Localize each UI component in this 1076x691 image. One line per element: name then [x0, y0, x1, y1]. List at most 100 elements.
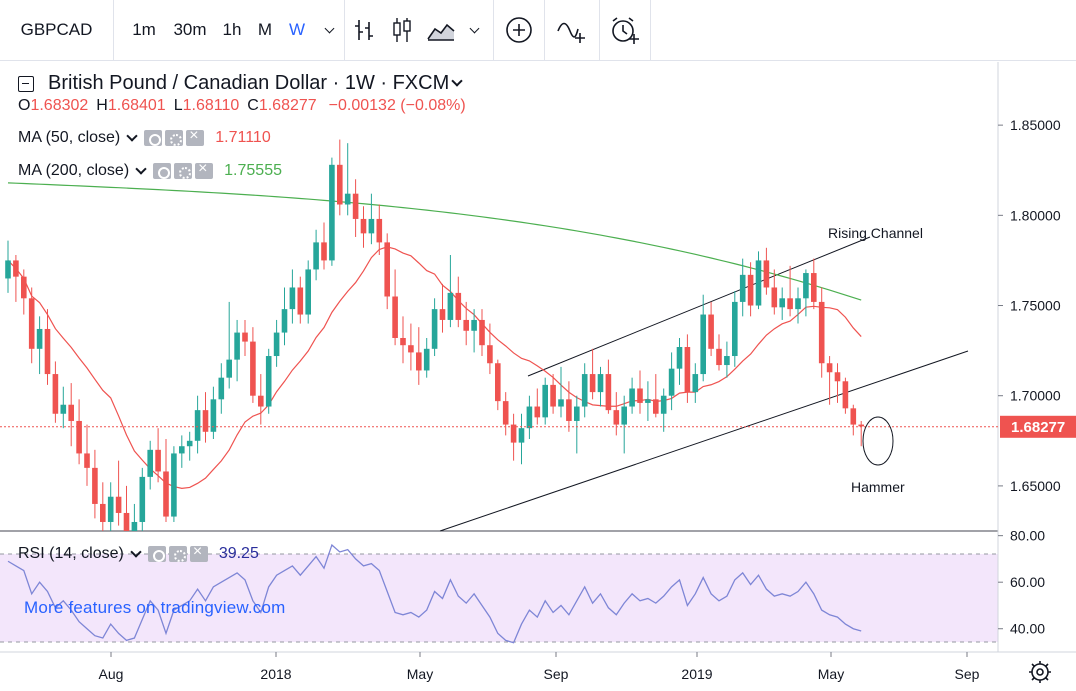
- rsi-tick-label: 80.00: [1010, 528, 1045, 544]
- candle-body: [147, 449, 153, 477]
- candle-body: [289, 287, 296, 310]
- alert-clock-icon[interactable]: [600, 0, 650, 60]
- candle-body: [226, 359, 232, 378]
- bar-type-icon[interactable]: [345, 0, 385, 60]
- candle-body: [502, 401, 509, 425]
- ma200-remove-icon[interactable]: [195, 160, 214, 179]
- candle-body: [779, 298, 785, 308]
- rsi-visibility-icon[interactable]: [147, 546, 166, 562]
- ma50-remove-icon[interactable]: [186, 127, 205, 146]
- candle: [305, 260, 311, 324]
- candle-body: [818, 301, 825, 364]
- compare-plus-icon[interactable]: [494, 0, 544, 60]
- area-icon[interactable]: [419, 0, 463, 60]
- candle: [495, 359, 501, 411]
- candle: [360, 206, 367, 248]
- candle: [439, 283, 446, 333]
- hammer-ellipse[interactable]: [862, 416, 894, 466]
- candle-body: [368, 218, 375, 234]
- candle-body: [637, 388, 643, 403]
- candle-body: [566, 399, 572, 421]
- candle-body: [123, 512, 130, 531]
- candle: [258, 374, 264, 425]
- candle-body: [100, 503, 106, 522]
- candle: [186, 431, 193, 461]
- candle-body: [771, 287, 778, 308]
- rsi-settings-icon[interactable]: [168, 546, 187, 562]
- ma50-settings-icon[interactable]: [165, 130, 184, 146]
- interval-1h[interactable]: 1h: [222, 20, 242, 39]
- candle-body: [700, 314, 706, 375]
- candle-body: [826, 363, 833, 373]
- title-chevron-icon[interactable]: [451, 75, 463, 87]
- interval-30m[interactable]: 30m: [173, 20, 207, 39]
- top-toolbar: GBPCAD 1m 30m 1h M W: [0, 0, 1076, 61]
- indicators-icon[interactable]: [545, 0, 599, 60]
- ma200-settings-icon[interactable]: [174, 163, 193, 179]
- candle: [226, 301, 232, 389]
- candle-body: [795, 298, 801, 310]
- candle: [668, 352, 675, 411]
- candle-body: [400, 337, 406, 346]
- price-chart[interactable]: Rising Channel Hammer 1.85000 1.80000 1.75…: [0, 62, 1076, 691]
- candles-icon[interactable]: [385, 0, 419, 60]
- candle: [676, 337, 683, 385]
- candle-body: [384, 242, 390, 297]
- chart-title[interactable]: British Pound / Canadian Dollar · 1W · F…: [48, 72, 450, 94]
- ma200-label: MA (200, close): [18, 162, 130, 179]
- rising-channel-drawing[interactable]: [439, 236, 969, 532]
- candle-body: [36, 328, 43, 349]
- candle: [265, 348, 272, 414]
- candle-body: [518, 428, 525, 443]
- ma50-legend[interactable]: MA (50, close) 1.71110: [18, 127, 271, 147]
- candle-body: [5, 260, 11, 279]
- settings-gear-icon[interactable]: [1029, 661, 1051, 683]
- tradingview-watermark-link[interactable]: More features on tradingview.com: [24, 598, 286, 617]
- toolbar-divider: [113, 0, 114, 60]
- time-axis[interactable]: Aug 2018 May Sep 2019 May Sep: [99, 652, 980, 682]
- rsi-remove-icon[interactable]: [189, 543, 208, 562]
- candle: [431, 298, 438, 357]
- ma200-legend[interactable]: MA (200, close) 1.75555: [18, 160, 282, 180]
- candle: [234, 319, 240, 382]
- rsi-legend[interactable]: RSI (14, close) 39.25: [18, 543, 259, 563]
- candle: [589, 348, 596, 400]
- price-axis[interactable]: 1.85000 1.80000 1.75000 1.70000 1.65000: [998, 117, 1061, 494]
- candle: [273, 319, 280, 367]
- interval-1m[interactable]: 1m: [132, 20, 156, 39]
- candle: [463, 301, 469, 346]
- candle-body: [747, 274, 754, 306]
- candle-body: [242, 332, 248, 342]
- interval-M[interactable]: M: [257, 20, 273, 39]
- candle: [28, 287, 35, 364]
- interval-W[interactable]: W: [288, 20, 306, 39]
- candle: [605, 359, 612, 414]
- candle-body: [447, 292, 454, 320]
- collapse-legend-icon[interactable]: [18, 75, 34, 92]
- ma50-chevron-icon[interactable]: [126, 129, 138, 142]
- candle-body: [574, 406, 580, 421]
- symbol-search[interactable]: GBPCAD: [20, 20, 93, 39]
- candle-body: [581, 374, 588, 407]
- candle: [502, 392, 509, 436]
- ma200-visibility-icon[interactable]: [153, 163, 172, 179]
- candle-body: [297, 287, 304, 315]
- candle-body: [684, 347, 691, 393]
- candle: [653, 374, 659, 418]
- time-tick-label: Sep: [544, 666, 569, 682]
- candle: [858, 420, 864, 447]
- time-tick-label: Sep: [955, 666, 980, 682]
- candle: [574, 395, 580, 454]
- candle: [281, 287, 288, 346]
- ma200-chevron-icon[interactable]: [135, 162, 147, 175]
- toolbar-divider: [493, 0, 494, 60]
- candle-body: [329, 164, 335, 261]
- interval-dropdown-chevron-icon[interactable]: [314, 0, 344, 60]
- svg-text:1.68277: 1.68277: [1011, 419, 1065, 436]
- ma50-visibility-icon[interactable]: [144, 130, 163, 146]
- candle: [747, 262, 754, 317]
- chart-style-chevron-icon[interactable]: [463, 0, 485, 60]
- price-tick-label: 1.80000: [1010, 207, 1061, 223]
- candle: [597, 366, 604, 407]
- rsi-chevron-icon[interactable]: [130, 545, 142, 558]
